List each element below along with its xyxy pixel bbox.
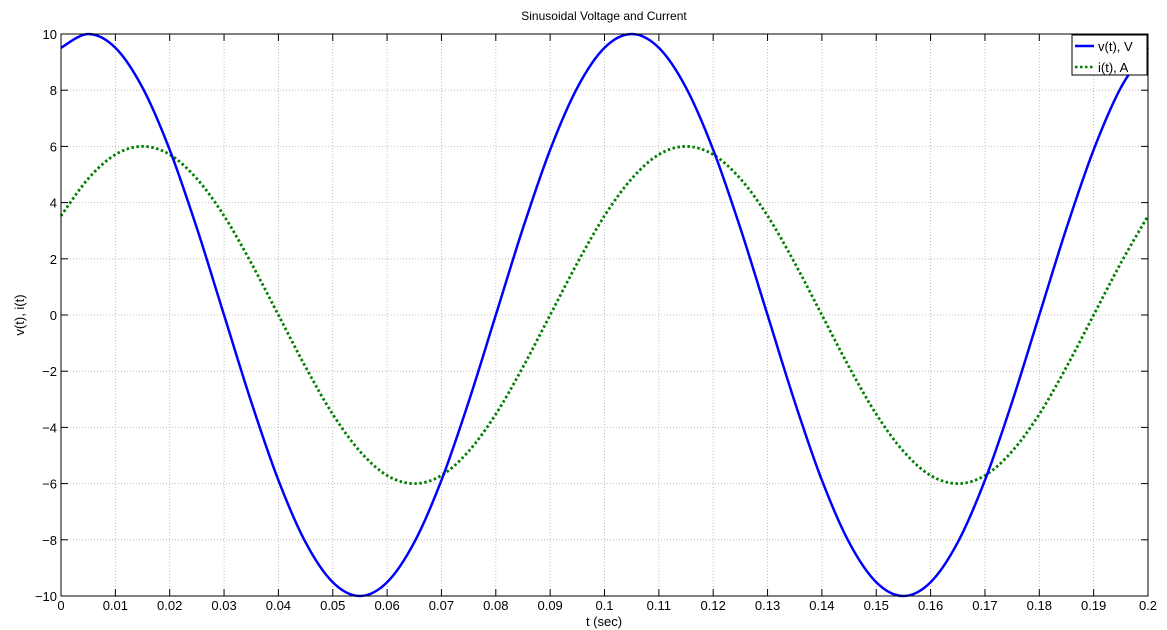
series-line-voltage	[60, 32, 1150, 598]
x-tick-label: 0.07	[429, 598, 454, 613]
tick-marks	[60, 33, 1149, 597]
x-axis-label: t (sec)	[586, 614, 622, 629]
legend-label-voltage: v(t), V	[1098, 39, 1133, 54]
y-tick-label: −4	[42, 420, 57, 435]
y-tick-label: 6	[50, 139, 57, 154]
y-tick-label: −8	[42, 533, 57, 548]
legend: v(t), V i(t), A	[1071, 34, 1148, 76]
legend-box	[1071, 34, 1148, 76]
y-tick-labels: −10 −8 −6 −4 −2 0 2 4 6 8 10	[35, 27, 57, 604]
x-tick-label: 0.12	[701, 598, 726, 613]
x-tick-label: 0.2	[1139, 598, 1157, 613]
x-tick-label: 0.09	[537, 598, 562, 613]
legend-label-current: i(t), A	[1098, 60, 1129, 75]
y-tick-label: −10	[35, 589, 57, 604]
x-tick-label: 0.11	[647, 598, 671, 613]
x-tick-label: 0.08	[483, 598, 508, 613]
x-tick-label: 0	[57, 598, 64, 613]
y-tick-label: −2	[42, 364, 57, 379]
x-tick-label: 0.01	[103, 598, 128, 613]
x-tick-label: 0.06	[374, 598, 399, 613]
x-tick-label: 0.1	[595, 598, 613, 613]
y-tick-label: 10	[43, 27, 57, 42]
x-tick-label: 0.04	[266, 598, 291, 613]
series-line-current	[59, 145, 1150, 485]
x-tick-label: 0.14	[809, 598, 834, 613]
x-tick-label: 0.03	[211, 598, 236, 613]
x-tick-label: 0.19	[1081, 598, 1106, 613]
x-tick-label: 0.13	[755, 598, 780, 613]
y-tick-label: −6	[42, 477, 57, 492]
y-tick-label: 8	[50, 83, 57, 98]
y-tick-label: 0	[50, 308, 57, 323]
chart-title: Sinusoidal Voltage and Current	[521, 9, 687, 23]
y-axis-label: v(t), i(t)	[12, 294, 27, 335]
x-tick-label: 0.05	[320, 598, 345, 613]
series-layer	[59, 32, 1150, 598]
y-tick-label: 2	[50, 252, 57, 267]
x-tick-label: 0.02	[157, 598, 182, 613]
y-tick-label: 4	[50, 196, 57, 211]
x-tick-label: 0.16	[918, 598, 943, 613]
x-tick-label: 0.17	[972, 598, 997, 613]
x-tick-label: 0.15	[864, 598, 889, 613]
grid-lines	[61, 34, 1148, 596]
x-tick-labels: 0 0.01 0.02 0.03 0.04 0.05 0.06 0.07 0.08 0.09 0.1…	[57, 598, 1157, 613]
x-tick-label: 0.18	[1027, 598, 1052, 613]
